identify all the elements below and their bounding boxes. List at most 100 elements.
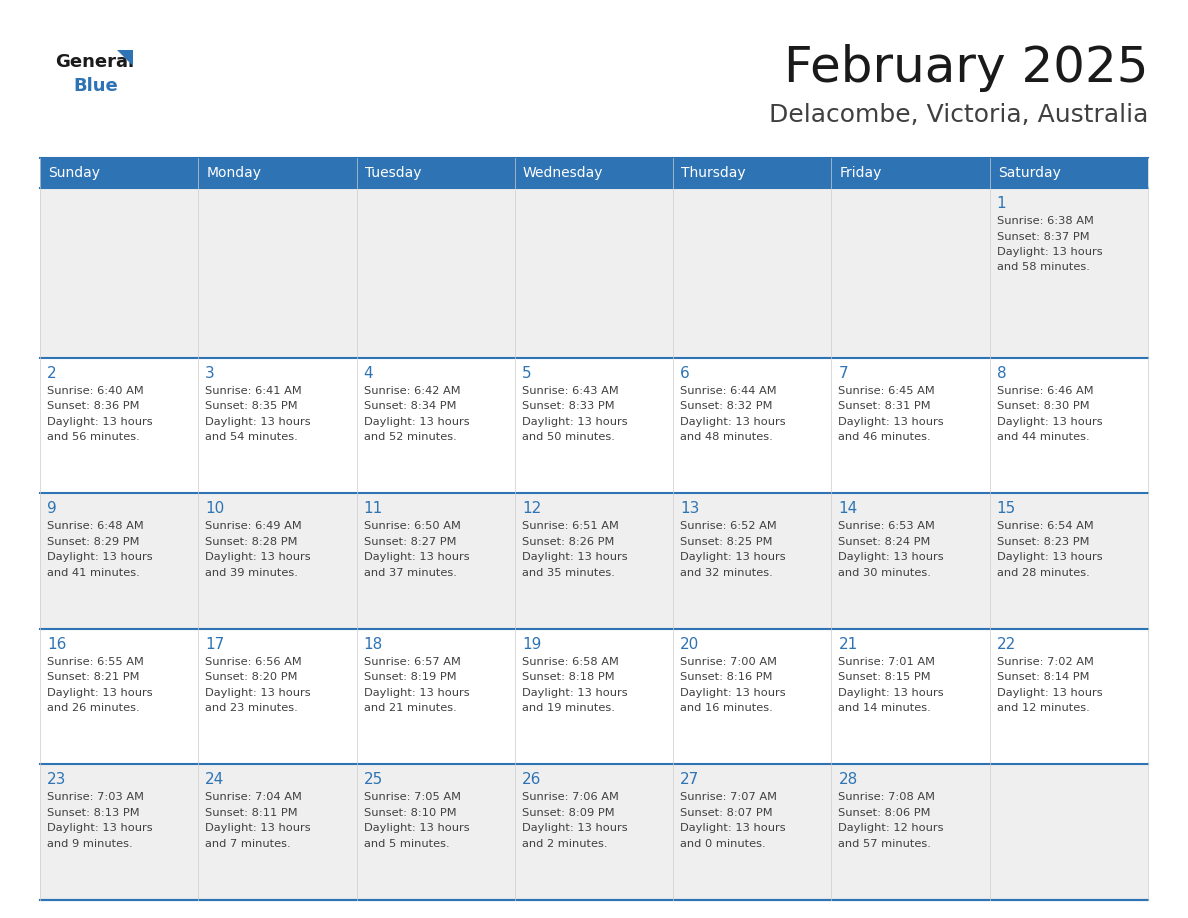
Bar (674, 629, 832, 765)
Text: and 58 minutes.: and 58 minutes. (997, 263, 1089, 273)
Text: 11: 11 (364, 501, 383, 516)
Text: 26: 26 (522, 772, 542, 788)
Bar (514, 765, 674, 900)
Text: Daylight: 13 hours: Daylight: 13 hours (522, 823, 627, 834)
Text: Sunset: 8:11 PM: Sunset: 8:11 PM (206, 808, 298, 818)
Bar (40, 158, 1148, 188)
Text: Sunrise: 6:50 AM: Sunrise: 6:50 AM (364, 521, 461, 532)
Text: and 39 minutes.: and 39 minutes. (206, 567, 298, 577)
Text: and 14 minutes.: and 14 minutes. (839, 703, 931, 713)
Text: and 32 minutes.: and 32 minutes. (681, 567, 773, 577)
Text: Sunrise: 6:51 AM: Sunrise: 6:51 AM (522, 521, 619, 532)
Text: and 37 minutes.: and 37 minutes. (364, 567, 456, 577)
Text: Sunset: 8:18 PM: Sunset: 8:18 PM (522, 672, 614, 682)
Bar (832, 629, 990, 765)
Text: and 19 minutes.: and 19 minutes. (522, 703, 614, 713)
Text: Friday: Friday (840, 166, 881, 180)
Text: 16: 16 (48, 637, 67, 652)
Text: Daylight: 13 hours: Daylight: 13 hours (364, 552, 469, 562)
Text: and 21 minutes.: and 21 minutes. (364, 703, 456, 713)
Text: Sunset: 8:06 PM: Sunset: 8:06 PM (839, 808, 931, 818)
Text: Daylight: 13 hours: Daylight: 13 hours (997, 688, 1102, 698)
Text: Daylight: 13 hours: Daylight: 13 hours (48, 823, 152, 834)
Polygon shape (116, 50, 133, 66)
Text: Daylight: 13 hours: Daylight: 13 hours (206, 823, 311, 834)
Text: Daylight: 13 hours: Daylight: 13 hours (48, 552, 152, 562)
Text: and 23 minutes.: and 23 minutes. (206, 703, 298, 713)
Text: Daylight: 13 hours: Daylight: 13 hours (681, 417, 785, 427)
Text: 23: 23 (48, 772, 67, 788)
Text: Sunrise: 7:03 AM: Sunrise: 7:03 AM (48, 792, 144, 802)
Text: Daylight: 13 hours: Daylight: 13 hours (997, 552, 1102, 562)
Bar (674, 357, 832, 493)
Text: Sunset: 8:26 PM: Sunset: 8:26 PM (522, 537, 614, 546)
Text: Sunset: 8:16 PM: Sunset: 8:16 PM (681, 672, 772, 682)
Text: 14: 14 (839, 501, 858, 516)
Bar (356, 188, 514, 357)
Text: Daylight: 13 hours: Daylight: 13 hours (522, 688, 627, 698)
Bar (514, 493, 674, 629)
Text: and 46 minutes.: and 46 minutes. (839, 432, 931, 442)
Text: and 48 minutes.: and 48 minutes. (681, 432, 773, 442)
Text: and 26 minutes.: and 26 minutes. (48, 703, 140, 713)
Text: 25: 25 (364, 772, 383, 788)
Text: 15: 15 (997, 501, 1016, 516)
Text: Sunrise: 6:53 AM: Sunrise: 6:53 AM (839, 521, 935, 532)
Text: and 30 minutes.: and 30 minutes. (839, 567, 931, 577)
Text: Daylight: 13 hours: Daylight: 13 hours (997, 247, 1102, 257)
Text: Sunset: 8:32 PM: Sunset: 8:32 PM (681, 401, 772, 411)
Text: Sunset: 8:20 PM: Sunset: 8:20 PM (206, 672, 298, 682)
Text: 22: 22 (997, 637, 1016, 652)
Text: Sunset: 8:37 PM: Sunset: 8:37 PM (997, 231, 1089, 241)
Text: Sunrise: 6:43 AM: Sunrise: 6:43 AM (522, 386, 619, 396)
Bar (832, 493, 990, 629)
Text: Blue: Blue (72, 77, 118, 95)
Text: Delacombe, Victoria, Australia: Delacombe, Victoria, Australia (769, 103, 1148, 127)
Bar (832, 188, 990, 357)
Text: 18: 18 (364, 637, 383, 652)
Text: Sunrise: 7:07 AM: Sunrise: 7:07 AM (681, 792, 777, 802)
Text: and 7 minutes.: and 7 minutes. (206, 839, 291, 849)
Bar (356, 765, 514, 900)
Text: and 12 minutes.: and 12 minutes. (997, 703, 1089, 713)
Text: and 0 minutes.: and 0 minutes. (681, 839, 766, 849)
Text: Sunset: 8:10 PM: Sunset: 8:10 PM (364, 808, 456, 818)
Text: Sunset: 8:19 PM: Sunset: 8:19 PM (364, 672, 456, 682)
Text: Sunrise: 6:57 AM: Sunrise: 6:57 AM (364, 656, 461, 666)
Text: Daylight: 13 hours: Daylight: 13 hours (48, 688, 152, 698)
Text: Wednesday: Wednesday (523, 166, 604, 180)
Text: Sunset: 8:36 PM: Sunset: 8:36 PM (48, 401, 139, 411)
Text: Daylight: 13 hours: Daylight: 13 hours (522, 552, 627, 562)
Bar (674, 188, 832, 357)
Text: Sunrise: 6:41 AM: Sunrise: 6:41 AM (206, 386, 302, 396)
Text: Sunset: 8:34 PM: Sunset: 8:34 PM (364, 401, 456, 411)
Text: 20: 20 (681, 637, 700, 652)
Bar (198, 357, 356, 493)
Bar (40, 493, 198, 629)
Bar (514, 357, 674, 493)
Text: Sunset: 8:30 PM: Sunset: 8:30 PM (997, 401, 1089, 411)
Text: Thursday: Thursday (681, 166, 746, 180)
Bar (514, 629, 674, 765)
Text: and 54 minutes.: and 54 minutes. (206, 432, 298, 442)
Text: and 57 minutes.: and 57 minutes. (839, 839, 931, 849)
Text: and 28 minutes.: and 28 minutes. (997, 567, 1089, 577)
Text: Daylight: 13 hours: Daylight: 13 hours (522, 417, 627, 427)
Text: 12: 12 (522, 501, 541, 516)
Text: 13: 13 (681, 501, 700, 516)
Text: Monday: Monday (207, 166, 261, 180)
Text: and 9 minutes.: and 9 minutes. (48, 839, 133, 849)
Text: and 50 minutes.: and 50 minutes. (522, 432, 614, 442)
Text: Sunrise: 7:04 AM: Sunrise: 7:04 AM (206, 792, 302, 802)
Bar (356, 493, 514, 629)
Text: and 16 minutes.: and 16 minutes. (681, 703, 773, 713)
Text: 17: 17 (206, 637, 225, 652)
Text: 2: 2 (48, 365, 57, 381)
Text: Sunset: 8:13 PM: Sunset: 8:13 PM (48, 808, 140, 818)
Text: Sunrise: 6:58 AM: Sunrise: 6:58 AM (522, 656, 619, 666)
Text: Daylight: 13 hours: Daylight: 13 hours (364, 688, 469, 698)
Text: 19: 19 (522, 637, 542, 652)
Text: Sunrise: 7:02 AM: Sunrise: 7:02 AM (997, 656, 1094, 666)
Text: 5: 5 (522, 365, 531, 381)
Bar (990, 188, 1148, 357)
